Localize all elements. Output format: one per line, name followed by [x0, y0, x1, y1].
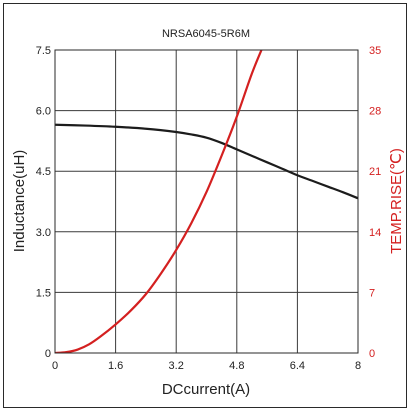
inductance-series-line — [55, 123, 358, 200]
y-right-tick-label: 28 — [369, 106, 381, 118]
y-right-tick-label: 35 — [369, 45, 381, 57]
y-left-tick-label: 1.5 — [36, 287, 51, 299]
series-layer — [55, 50, 358, 353]
y-right-tick-label: 21 — [369, 166, 381, 178]
plot-border — [54, 49, 359, 354]
y-left-tick-label: 4.5 — [36, 166, 51, 178]
y-left-tick-label: 7.5 — [36, 45, 51, 57]
chart-title: NRSA6045-5R6M — [162, 28, 250, 40]
x-tick-label: 4.8 — [229, 360, 244, 372]
grid — [55, 50, 358, 353]
y-axis-left-label: Inductance(uH) — [11, 150, 28, 253]
x-tick-label: 8 — [355, 360, 361, 372]
y-left-tick-label: 0 — [45, 348, 51, 360]
y-right-tick-label: 7 — [369, 287, 375, 299]
x-axis-label: DCcurrent(A) — [162, 381, 250, 398]
temp-rise-series-line — [55, 50, 263, 353]
x-tick-label: 6.4 — [290, 360, 305, 372]
chart-frame — [3, 3, 407, 408]
y-left-tick-label: 6.0 — [36, 106, 51, 118]
y-right-tick-label: 14 — [369, 227, 381, 239]
y-axis-right-label: TEMP.RISE(℃) — [388, 148, 405, 254]
x-tick-label: 1.6 — [108, 360, 123, 372]
y-right-tick-label: 0 — [369, 348, 375, 360]
y-left-tick-label: 3.0 — [36, 227, 51, 239]
x-tick-label: 0 — [52, 360, 58, 372]
x-tick-label: 3.2 — [169, 360, 184, 372]
